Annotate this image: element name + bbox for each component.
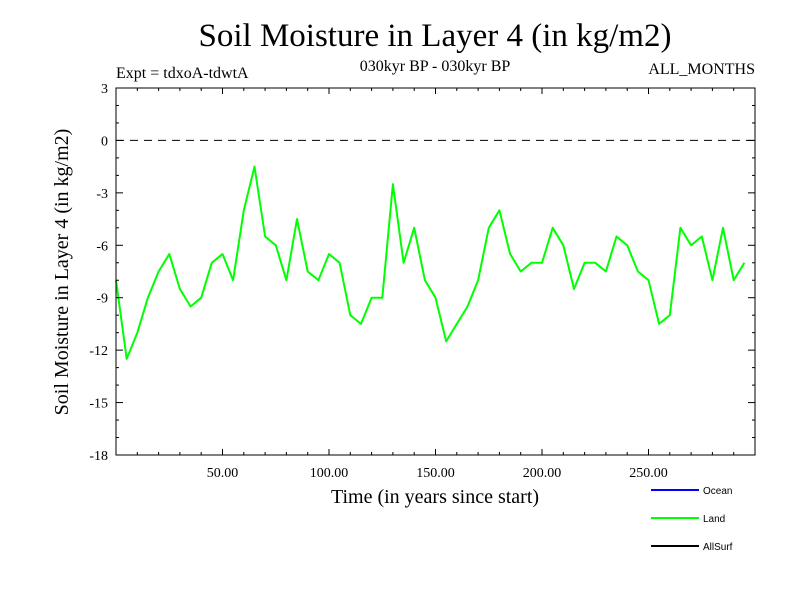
x-axis: 50.00 100.00 150.00 200.00 250.00: [136, 88, 735, 481]
y-tick-label: 0: [101, 134, 108, 149]
x-tick-label: 100.00: [310, 466, 349, 481]
y-axis: 3 0 -3 -6 -9 -12 -15 -18: [89, 82, 755, 464]
y-axis-label: Soil Moisture in Layer 4 (in kg/m2): [51, 129, 73, 416]
legend: Ocean Land AllSurf: [651, 486, 733, 553]
y-tick-label: -9: [96, 292, 108, 307]
series-line-land: [115, 165, 746, 360]
y-tick-label: -12: [89, 344, 108, 359]
y-tick-label: 3: [101, 82, 108, 97]
x-axis-label: Time (in years since start): [331, 486, 539, 508]
months-label: ALL_MONTHS: [648, 61, 755, 78]
y-tick-label: -3: [96, 187, 108, 202]
legend-label-allsurf: AllSurf: [703, 542, 733, 553]
x-tick-label: 200.00: [523, 466, 562, 481]
x-tick-label: 150.00: [416, 466, 455, 481]
period-label: 030kyr BP - 030kyr BP: [360, 58, 511, 75]
y-tick-label: -18: [89, 449, 108, 464]
x-tick-label: 50.00: [207, 466, 239, 481]
x-tick-label: 250.00: [629, 466, 668, 481]
legend-label-ocean: Ocean: [703, 486, 732, 497]
plot-area: 50.00 100.00 150.00 200.00 250.00 3 0 -3 -6 -9 -1…: [89, 82, 756, 481]
y-tick-label: -15: [89, 397, 108, 412]
experiment-label: Expt = tdxoA-tdwtA: [116, 65, 249, 82]
chart-title: Soil Moisture in Layer 4 (in kg/m2): [199, 18, 672, 54]
y-tick-label: -6: [96, 239, 108, 254]
series-layer: [115, 165, 746, 360]
legend-label-land: Land: [703, 514, 725, 525]
